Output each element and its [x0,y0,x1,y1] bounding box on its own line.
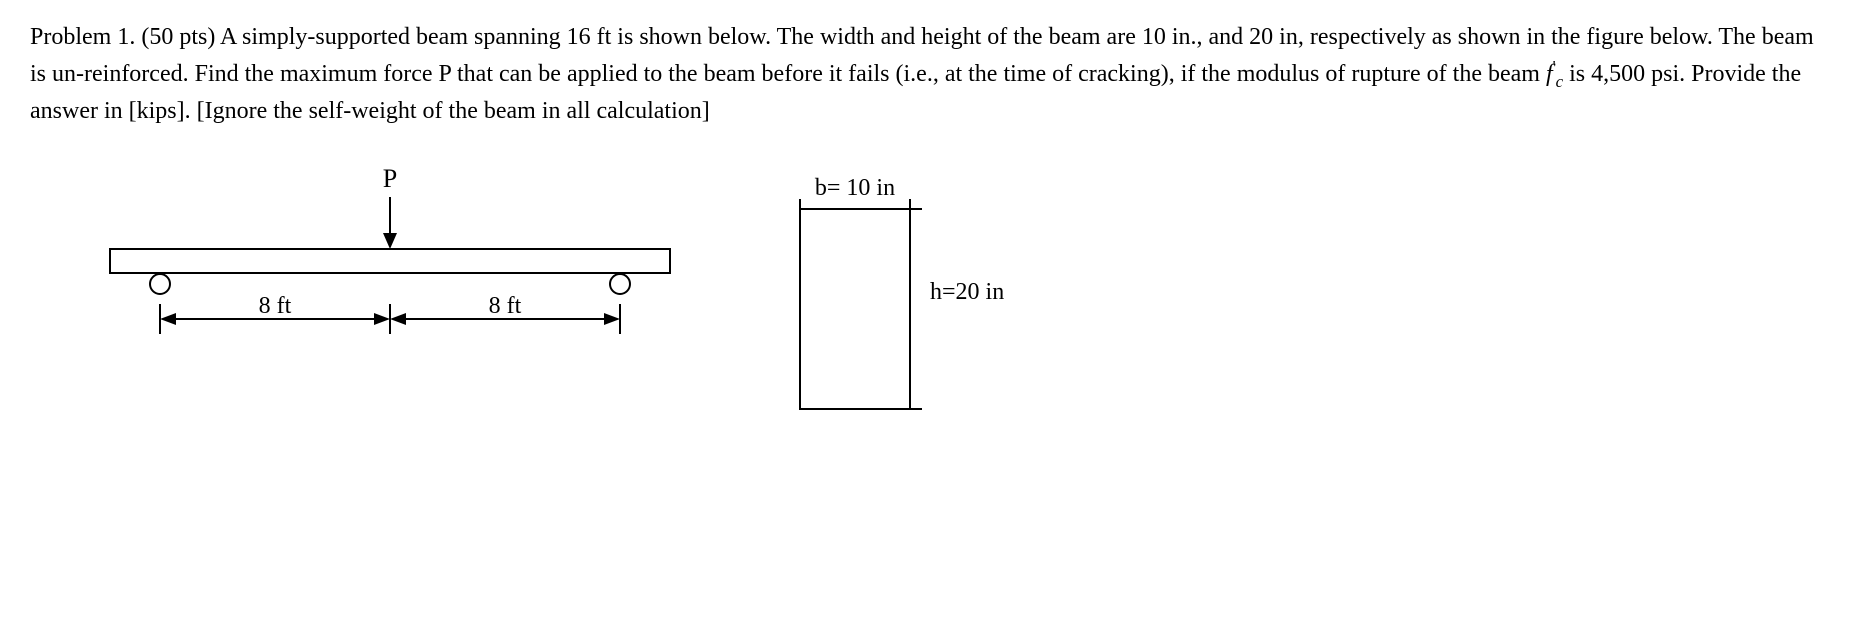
problem-number: Problem 1. [30,24,135,50]
beam-diagram: P 8 ft 8 ft [90,169,690,369]
left-span-label: 8 ft [259,293,292,319]
load-label: P [383,169,397,193]
load-arrow-head [383,233,397,249]
support-right [610,274,630,294]
right-span-label: 8 ft [489,293,522,319]
dim-arrow-ll [160,313,176,325]
support-left [150,274,170,294]
dim-arrow-lr [374,313,390,325]
section-rect [800,209,910,409]
figures-row: P 8 ft 8 ft b= 10 in h=20 in [90,169,1834,429]
width-label: b= 10 in [815,175,895,201]
problem-statement: Problem 1. (50 pts) A simply-supported b… [30,20,1834,129]
height-label: h=20 in [930,279,1004,305]
dim-arrow-rl [390,313,406,325]
problem-points: (50 pts) [141,24,215,50]
beam-body [110,249,670,273]
dim-arrow-rr [604,313,620,325]
section-diagram: b= 10 in h=20 in [770,169,1070,429]
modulus-symbol: f [1546,61,1553,87]
modulus-subscript: c [1556,72,1563,91]
